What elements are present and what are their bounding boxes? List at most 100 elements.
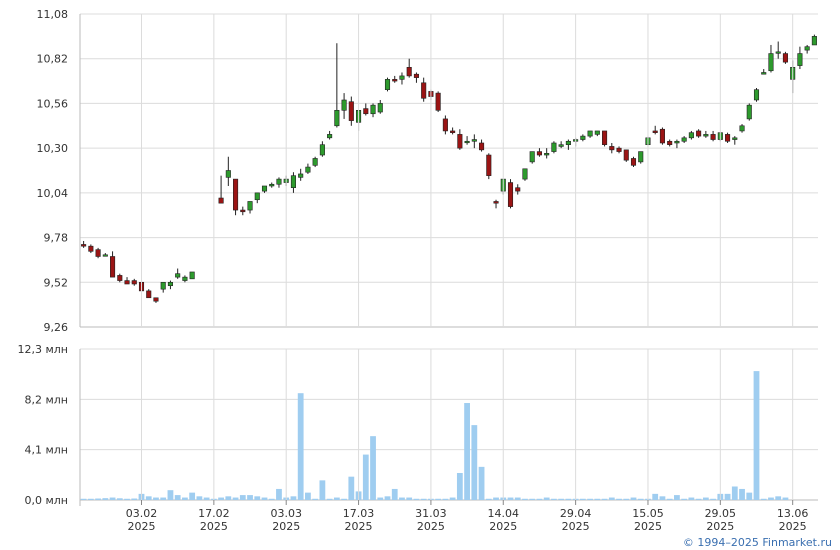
volume-bar: [775, 496, 782, 500]
candle-body: [421, 82, 427, 99]
candle-body: [616, 147, 622, 152]
candle: [298, 168, 304, 181]
candle-body: [753, 89, 760, 101]
volume-bar: [724, 493, 731, 500]
candle: [102, 253, 108, 257]
volume-bar: [319, 480, 326, 500]
volume-bar: [760, 498, 767, 500]
volume-tick-label: 12,3 млн: [17, 343, 68, 356]
candle: [81, 241, 87, 248]
volume-bar: [109, 497, 116, 500]
candle: [768, 44, 774, 73]
candle-body: [602, 130, 608, 146]
candle: [131, 278, 137, 286]
candle-body: [775, 51, 781, 54]
candle-body: [681, 137, 687, 142]
candle: [319, 141, 325, 157]
volume-bar: [80, 498, 87, 500]
candle: [710, 130, 716, 142]
volume-bar: [529, 498, 536, 500]
candle-body: [725, 134, 731, 142]
volume-bar: [160, 497, 167, 500]
candle: [327, 130, 333, 140]
volume-bar: [261, 497, 268, 500]
volume-bar: [746, 492, 753, 500]
candle-body: [312, 158, 318, 166]
volume-bar: [753, 371, 760, 500]
candle-body: [565, 140, 571, 146]
volume-bar: [145, 496, 152, 500]
date-tick-label: 15.05: [632, 507, 664, 520]
volume-bar: [522, 498, 528, 500]
candle: [384, 77, 391, 92]
volume-bar: [218, 497, 224, 500]
candle-body: [370, 104, 376, 115]
volume-bar: [333, 497, 340, 500]
candle: [782, 51, 788, 64]
candle: [117, 273, 123, 283]
candle: [247, 201, 253, 214]
volume-bar: [341, 498, 347, 500]
candle: [479, 139, 485, 152]
year-tick-label: 2025: [345, 520, 373, 533]
candle-body: [811, 36, 817, 46]
candle-body: [261, 185, 268, 192]
candle: [312, 156, 318, 168]
volume-bar: [514, 497, 521, 500]
candle-body: [182, 276, 188, 281]
year-tick-label: 2025: [562, 520, 590, 533]
candle: [775, 41, 781, 59]
candle-body: [399, 75, 405, 80]
candle: [261, 185, 268, 193]
candle: [623, 149, 629, 162]
candle-body: [782, 53, 788, 63]
candle-body: [638, 151, 644, 163]
candle-body: [652, 130, 658, 133]
volume-bar: [124, 498, 130, 500]
candle-body: [377, 103, 383, 113]
candle-body: [406, 67, 412, 77]
volume-bar: [196, 496, 203, 500]
candle-body: [703, 134, 709, 137]
candle: [167, 280, 173, 290]
candle: [652, 125, 658, 135]
volume-bar: [435, 498, 442, 500]
candle: [334, 43, 340, 128]
candle-body: [363, 108, 369, 115]
volume-bar: [579, 498, 586, 500]
date-tick-label: 29.04: [560, 507, 592, 520]
year-tick-label: 2025: [706, 520, 734, 533]
candle: [450, 127, 456, 135]
candle: [507, 179, 514, 209]
candle-body: [688, 132, 694, 139]
volume-bar: [268, 498, 275, 500]
candle: [233, 178, 239, 216]
volume-bar: [153, 497, 159, 500]
candle-body: [464, 140, 470, 144]
candle-body: [435, 92, 441, 111]
candle-body: [124, 280, 130, 285]
candle: [580, 134, 586, 142]
volume-bar: [326, 498, 333, 500]
candle: [421, 77, 427, 102]
candle: [399, 72, 405, 85]
candle-body: [298, 173, 304, 178]
volume-bar: [587, 498, 593, 500]
year-tick-label: 2025: [417, 520, 445, 533]
candle: [457, 129, 463, 150]
candle: [630, 156, 637, 168]
volume-bar: [420, 498, 427, 500]
candle-body: [240, 209, 246, 213]
year-tick-label: 2025: [128, 520, 156, 533]
volume-bar: [630, 497, 637, 500]
volume-bar: [666, 498, 673, 500]
candle: [471, 134, 477, 149]
candle: [594, 130, 600, 137]
volume-bar: [493, 497, 499, 500]
volume-bar: [449, 497, 456, 500]
volume-bars: [80, 371, 789, 500]
volume-bar: [536, 498, 543, 500]
candle-body: [225, 170, 231, 178]
candle-body: [493, 201, 499, 204]
